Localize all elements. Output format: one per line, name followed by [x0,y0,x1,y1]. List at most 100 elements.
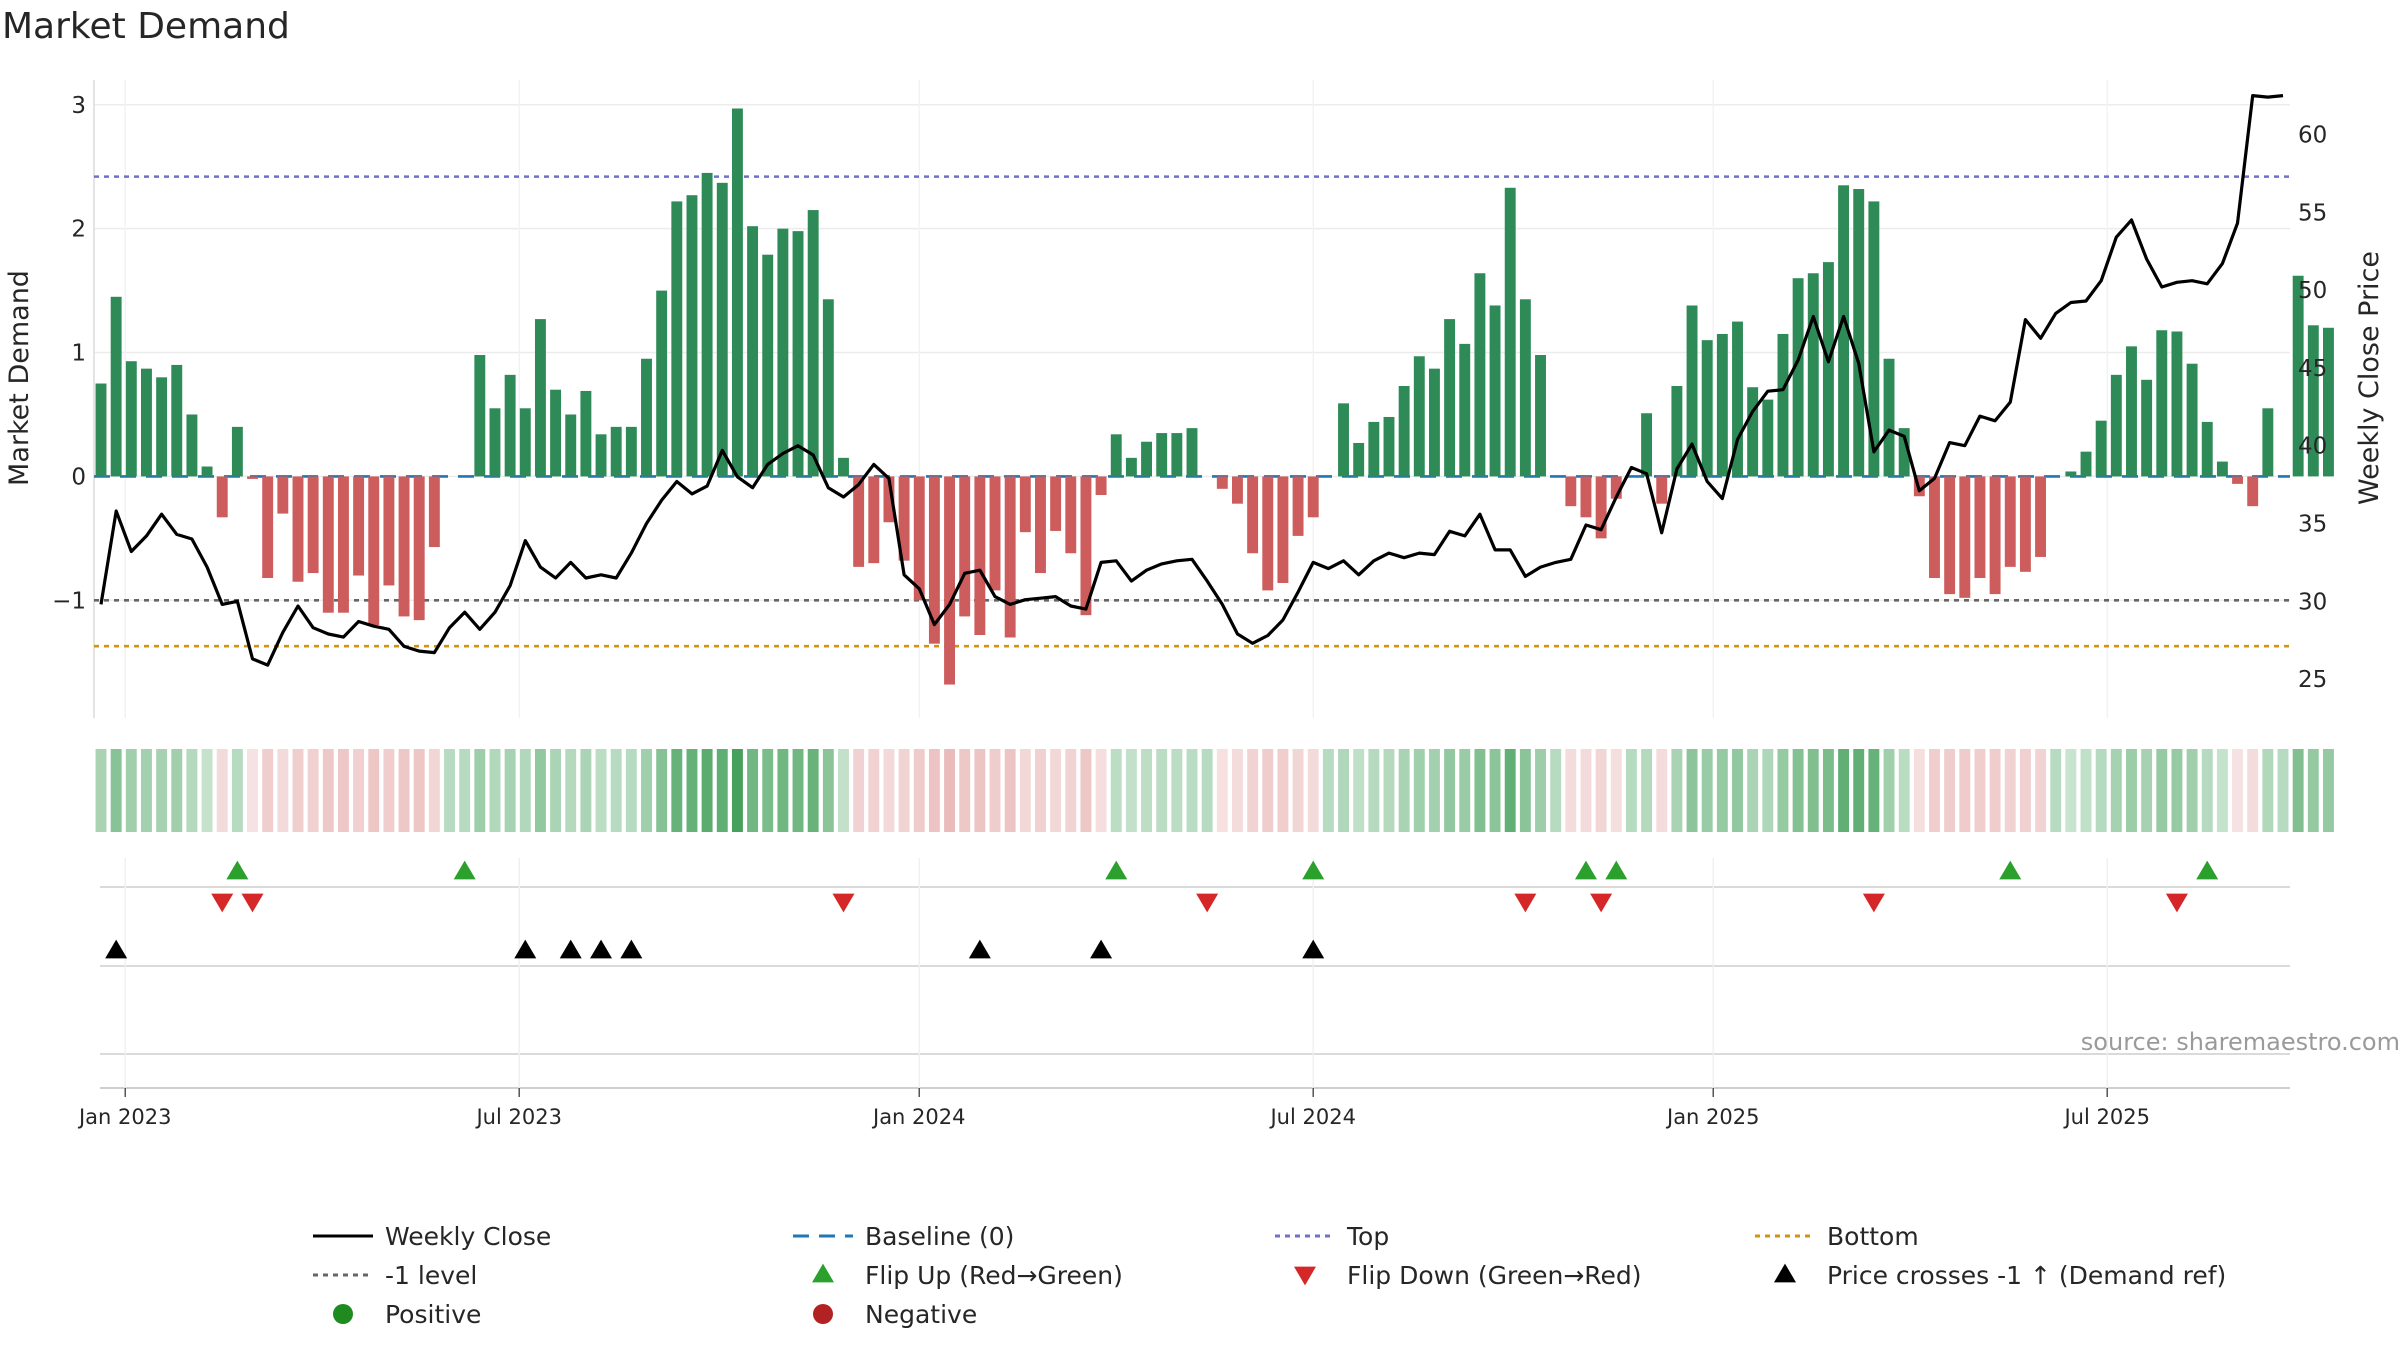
heat-cell-71 [1171,749,1183,832]
y2-tick-label-7: 25 [2298,667,2327,693]
demand-bar-87 [1413,356,1425,477]
demand-bar-115 [1838,185,1850,477]
heat-cell-59 [989,749,1001,832]
x-tick-label-0: Jan 2023 [77,1105,172,1129]
demand-bar-68 [1125,457,1137,477]
demand-bar-32 [580,390,592,477]
source-watermark: source: sharemaestro.com [2081,1028,2400,1056]
heat-cell-87 [1413,749,1425,832]
demand-bar-4 [156,377,168,477]
y2-tick-labels: 60 55 50 45 40 35 30 25 [2298,122,2327,693]
demand-bar-100 [1610,476,1622,499]
demand-bar-108 [1732,321,1743,477]
heat-cell-104 [1671,749,1683,832]
heat-cell-2 [125,749,137,832]
flip-up-marker-3 [1302,860,1325,880]
heat-cell-130 [2065,749,2077,832]
demand-bar-57 [959,476,971,617]
heat-cell-39 [686,749,698,832]
x-tick-labels: Jan 2023 Jul 2023 Jan 2024 Jul 2024 Jan 2025… [77,1088,2150,1129]
legend: Weekly Close Baseline (0) Top Bottom -1 leve… [313,1222,2226,1329]
legend-label-1: Baseline (0) [865,1222,1014,1251]
demand-bar-117 [1868,201,1880,477]
heat-cell-52 [883,749,895,832]
heat-cell-140 [2216,749,2228,832]
heat-cell-12 [277,749,289,832]
flip-up-marker-4 [1574,860,1597,880]
heat-cell-42 [731,749,743,832]
heat-cell-143 [2262,749,2274,832]
heat-cell-57 [959,749,971,832]
demand-bar-54 [913,476,925,601]
heat-cell-24 [459,749,471,832]
heat-cell-21 [413,749,425,832]
demand-bars [95,108,2334,685]
heat-cell-110 [1762,749,1774,832]
demand-bar-14 [307,476,319,574]
heat-cell-70 [1156,749,1168,832]
heat-cell-121 [1929,749,1940,832]
heat-cell-116 [1853,749,1865,832]
heat-cell-67 [1110,749,1122,832]
heat-cell-100 [1610,749,1622,832]
heat-cell-123 [1959,749,1971,832]
heat-cell-84 [1368,749,1380,832]
demand-bar-94 [1519,299,1531,477]
heat-cell-55 [928,749,940,832]
demand-bar-9 [231,426,243,477]
event-markers [100,858,2290,1089]
heat-cell-14 [307,749,319,832]
demand-bar-67 [1110,434,1122,477]
demand-bar-147 [2323,327,2334,477]
heat-cell-97 [1565,749,1577,832]
heat-cell-135 [2141,749,2153,832]
heat-cell-63 [1050,749,1062,832]
demand-bar-39 [686,195,698,477]
heat-cell-78 [1277,749,1289,832]
heat-cell-134 [2126,749,2137,832]
demand-bar-10 [247,476,258,479]
demand-bar-145 [2292,275,2304,477]
heat-cell-120 [1913,749,1925,832]
demand-bar-109 [1747,387,1759,477]
demand-bar-91 [1474,273,1486,477]
y2-tick-label-6: 30 [2298,589,2327,615]
heat-cell-29 [534,749,546,832]
heat-cell-96 [1550,749,1562,832]
heat-cell-38 [671,749,683,832]
demand-bar-6 [186,414,198,477]
demand-heat-strip [95,749,2334,832]
demand-bar-20 [398,476,410,617]
heat-cell-109 [1747,749,1759,832]
demand-bar-0 [95,383,107,477]
heat-cell-72 [1186,749,1198,832]
demand-bar-56 [944,476,956,685]
heat-cell-102 [1641,749,1653,832]
heat-cell-48 [822,749,834,832]
demand-bar-84 [1368,421,1380,477]
demand-bar-42 [731,108,743,477]
heat-cell-66 [1095,749,1107,832]
heat-cell-77 [1262,749,1274,832]
demand-bar-2 [125,361,137,477]
heat-cell-115 [1838,749,1850,832]
price-cross-marker-0 [105,939,128,959]
heat-cell-127 [2019,749,2031,832]
heat-cell-124 [1974,749,1986,832]
x-tick-label-5: Jul 2025 [2062,1105,2149,1129]
demand-bar-66 [1095,476,1107,496]
demand-bar-48 [822,299,834,477]
heat-cell-74 [1216,749,1228,832]
heat-cell-40 [701,749,713,832]
heat-cell-76 [1247,749,1259,832]
y2-tick-label-3: 45 [2298,356,2327,382]
demand-bar-72 [1186,428,1198,477]
heat-cell-22 [428,749,440,832]
x-tick-label-1: Jul 2023 [474,1105,561,1129]
demand-bar-18 [368,476,380,626]
heat-cell-73 [1201,749,1213,832]
demand-bar-136 [2156,330,2168,477]
heat-cell-61 [1019,749,1031,832]
demand-bar-8 [216,476,228,518]
demand-bar-111 [1777,333,1789,477]
